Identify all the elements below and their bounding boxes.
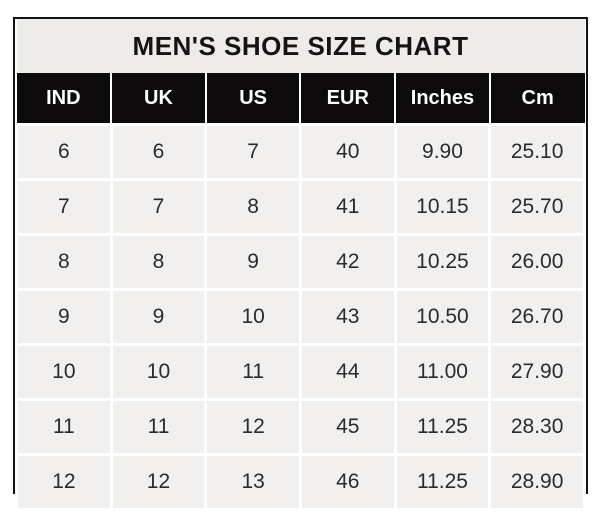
cell-cm: 28.30 <box>488 398 586 456</box>
cell-cm: 27.90 <box>488 343 586 401</box>
shoe-size-chart-frame: MEN'S SHOE SIZE CHART IND UK US EUR Inch… <box>13 17 588 511</box>
cell-eur: 41 <box>298 178 397 236</box>
cell-cm: 28.90 <box>488 453 586 511</box>
cell-us: 11 <box>204 343 302 401</box>
table-row: 12 12 13 46 11.25 28.90 <box>15 453 586 511</box>
column-header-eur: EUR <box>299 73 396 125</box>
cell-ind: 10 <box>15 343 113 401</box>
cell-eur: 45 <box>298 398 397 456</box>
cell-ind: 12 <box>15 453 113 511</box>
cell-inches: 11.00 <box>393 343 492 401</box>
cell-us: 9 <box>204 233 302 291</box>
cell-inches: 9.90 <box>393 123 492 181</box>
cell-uk: 8 <box>109 233 208 291</box>
header-row: IND UK US EUR Inches Cm <box>16 73 585 125</box>
cell-eur: 44 <box>298 343 397 401</box>
cell-uk: 7 <box>109 178 208 236</box>
cell-us: 13 <box>204 453 302 511</box>
cell-uk: 12 <box>109 453 208 511</box>
cell-eur: 43 <box>298 288 397 346</box>
table-row: 9 9 10 43 10.50 26.70 <box>15 288 586 346</box>
table-row: 10 10 11 44 11.00 27.90 <box>15 343 586 401</box>
cell-eur: 46 <box>298 453 397 511</box>
cell-ind: 7 <box>15 178 113 236</box>
table-row: 7 7 8 41 10.15 25.70 <box>15 178 586 236</box>
cell-cm: 26.70 <box>488 288 586 346</box>
column-header-uk: UK <box>110 73 206 125</box>
cell-eur: 40 <box>298 123 397 181</box>
cell-inches: 10.25 <box>393 233 492 291</box>
cell-inches: 11.25 <box>393 453 492 511</box>
chart-title: MEN'S SHOE SIZE CHART <box>16 19 585 73</box>
cell-us: 7 <box>204 123 302 181</box>
column-header-cm: Cm <box>488 73 585 125</box>
cell-ind: 11 <box>15 398 113 456</box>
cell-ind: 9 <box>15 288 113 346</box>
cell-us: 8 <box>204 178 302 236</box>
title-row: MEN'S SHOE SIZE CHART <box>16 19 585 73</box>
cell-ind: 6 <box>15 123 113 181</box>
cell-uk: 11 <box>109 398 208 456</box>
cell-eur: 42 <box>298 233 397 291</box>
cell-cm: 25.10 <box>488 123 586 181</box>
cell-inches: 10.50 <box>393 288 492 346</box>
cell-uk: 6 <box>109 123 208 181</box>
shoe-size-chart-table: MEN'S SHOE SIZE CHART IND UK US EUR Inch… <box>15 19 586 511</box>
cell-cm: 26.00 <box>488 233 586 291</box>
table-row: 6 6 7 40 9.90 25.10 <box>15 123 586 181</box>
column-header-us: US <box>204 73 301 125</box>
cell-inches: 11.25 <box>393 398 492 456</box>
cell-us: 10 <box>204 288 302 346</box>
column-header-ind: IND <box>16 73 112 125</box>
cell-us: 12 <box>204 398 302 456</box>
table-row: 11 11 12 45 11.25 28.30 <box>15 398 586 456</box>
cell-ind: 8 <box>15 233 113 291</box>
cell-inches: 10.15 <box>393 178 492 236</box>
table-row: 8 8 9 42 10.25 26.00 <box>15 233 586 291</box>
cell-cm: 25.70 <box>488 178 586 236</box>
cell-uk: 9 <box>109 288 208 346</box>
column-header-inches: Inches <box>394 73 490 125</box>
cell-uk: 10 <box>109 343 208 401</box>
